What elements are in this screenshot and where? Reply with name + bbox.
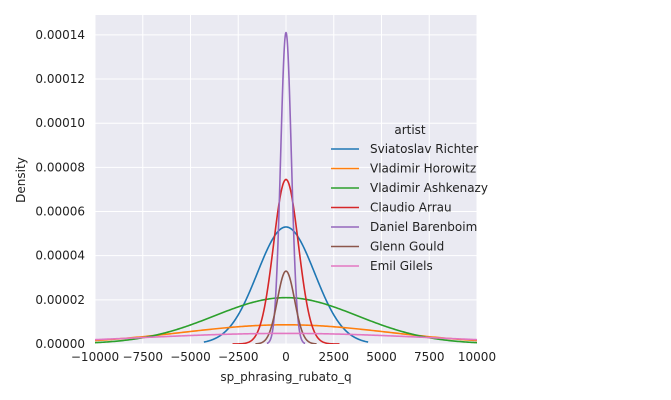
series-line-emil-gilels [95, 332, 477, 341]
x-tick-label: −7500 [122, 350, 163, 364]
x-tick-label: 10000 [458, 350, 496, 364]
x-tick-label: −5000 [170, 350, 211, 364]
x-tick-label: −2500 [218, 350, 259, 364]
y-axis-label: Density [14, 157, 28, 203]
y-tick-label: 0.00006 [35, 205, 85, 219]
x-tick-label: 0 [282, 350, 290, 364]
y-tick-label: 0.00002 [35, 293, 85, 307]
x-axis-label: sp_phrasing_rubato_q [220, 370, 351, 384]
y-tick-label: 0.00010 [35, 116, 85, 130]
y-tick-label: 0.00000 [35, 337, 85, 351]
series-line-sviatoslav-richter [203, 226, 369, 343]
y-tick-label: 0.00012 [35, 72, 85, 86]
legend-label: Daniel Barenboim [370, 220, 477, 234]
series-line-glenn-gould [255, 270, 317, 344]
legend-title: artist [394, 123, 426, 137]
legend-label: Emil Gilels [370, 259, 433, 273]
x-tick-label: 7500 [414, 350, 445, 364]
series-line-claudio-arrau [232, 178, 340, 344]
legend-label: Vladimir Horowitz [370, 162, 476, 176]
y-tick-label: 0.00014 [35, 28, 85, 42]
grid-lines [94, 15, 478, 345]
x-tick-label: 2500 [318, 350, 349, 364]
series-line-vladimir-ashkenazy [95, 296, 477, 344]
x-axis-ticks: −10000 −7500 −5000 −2500 0 2500 5000 7500 10000 [71, 350, 496, 364]
y-tick-label: 0.00004 [35, 249, 85, 263]
legend-label: Claudio Arrau [370, 201, 452, 215]
legend-label: Sviatoslav Richter [370, 142, 478, 156]
legend-label: Glenn Gould [370, 240, 444, 254]
x-tick-label: −10000 [71, 350, 119, 364]
series-line-daniel-barenboim [266, 31, 306, 344]
y-axis-ticks: 0.00000 0.00002 0.00004 0.00006 0.00008 0.000… [35, 28, 85, 351]
legend-label: Vladimir Ashkenazy [370, 181, 488, 195]
series-lines [95, 31, 477, 344]
y-tick-label: 0.00008 [35, 160, 85, 174]
x-tick-label: 5000 [366, 350, 397, 364]
legend: artist Sviatoslav Richter Vladimir Horowi… [331, 123, 488, 273]
